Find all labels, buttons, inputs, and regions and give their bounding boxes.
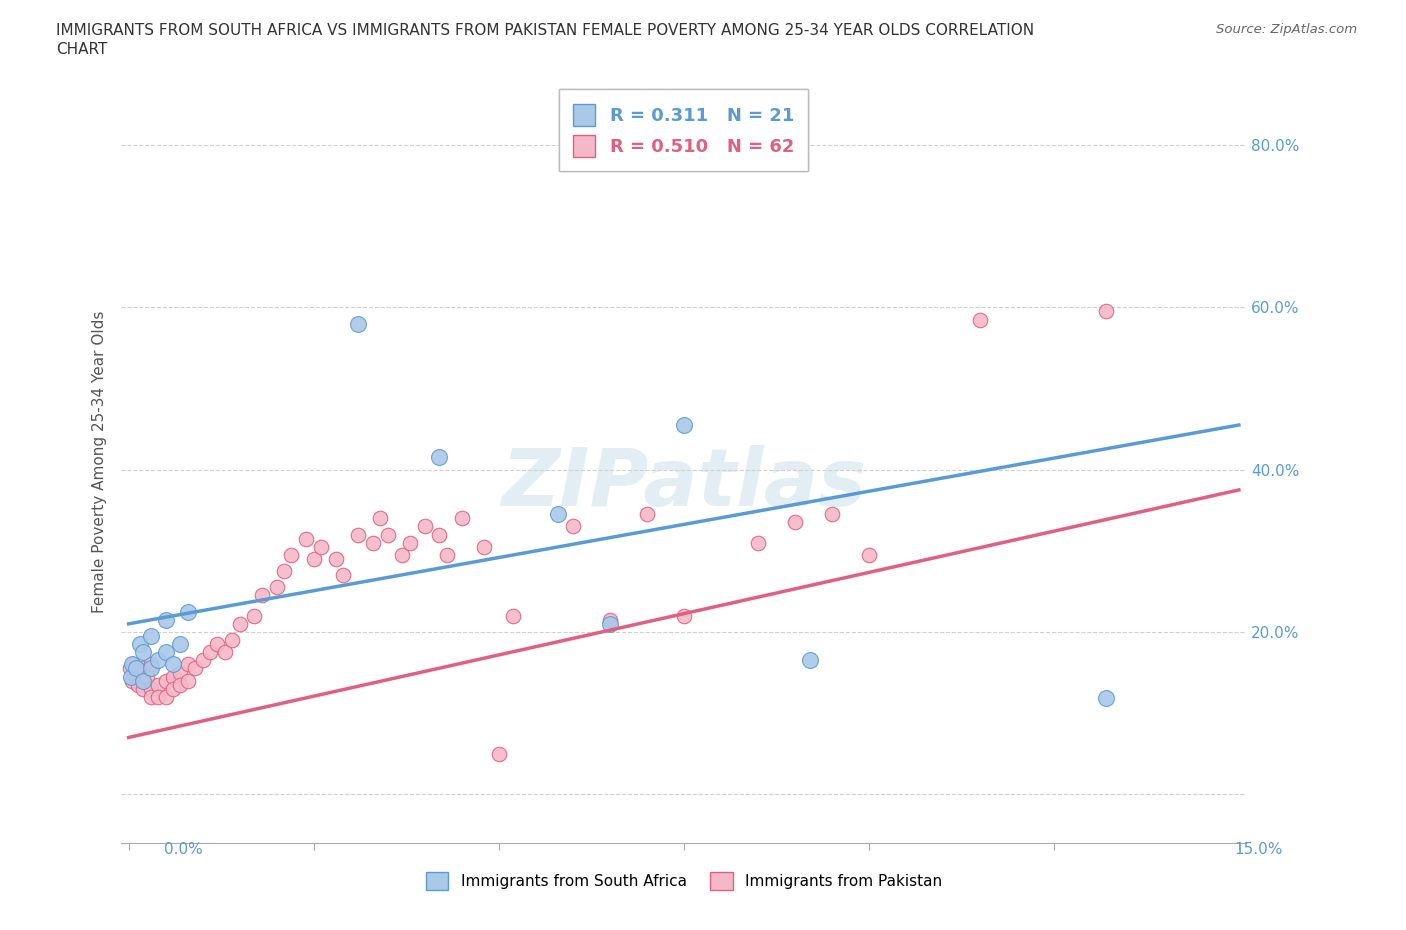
Point xyxy=(191,653,214,668)
Point xyxy=(125,670,148,684)
Point xyxy=(162,657,184,671)
Point xyxy=(502,608,524,623)
Point xyxy=(547,507,569,522)
Point xyxy=(214,644,236,659)
Point xyxy=(599,617,621,631)
Point xyxy=(347,527,370,542)
Point xyxy=(177,657,200,671)
Point xyxy=(184,661,207,676)
Point xyxy=(436,548,458,563)
Point xyxy=(672,418,695,432)
Point xyxy=(309,539,332,554)
Point xyxy=(125,661,148,676)
Point xyxy=(280,548,302,563)
Point xyxy=(391,548,413,563)
Text: 15.0%: 15.0% xyxy=(1234,842,1282,857)
Point xyxy=(121,673,143,688)
Point xyxy=(368,511,391,525)
Point xyxy=(120,670,142,684)
Point xyxy=(155,673,177,688)
Point xyxy=(221,632,243,647)
Point xyxy=(429,450,451,465)
Point xyxy=(858,548,880,563)
Point xyxy=(561,519,583,534)
Point xyxy=(1094,304,1116,319)
Point xyxy=(148,689,170,704)
Point xyxy=(399,536,422,551)
Point xyxy=(361,536,384,551)
Point xyxy=(177,673,200,688)
Point xyxy=(198,644,221,659)
Text: 0.0%: 0.0% xyxy=(163,842,202,857)
Point xyxy=(783,515,806,530)
Point xyxy=(799,653,821,668)
Y-axis label: Female Poverty Among 25-34 Year Olds: Female Poverty Among 25-34 Year Olds xyxy=(93,311,107,613)
Point xyxy=(139,629,162,644)
Point xyxy=(177,604,200,619)
Point xyxy=(413,519,436,534)
Point xyxy=(266,580,288,595)
Point xyxy=(1094,691,1116,706)
Point xyxy=(295,531,318,546)
Point xyxy=(377,527,399,542)
Point xyxy=(139,682,162,697)
Text: Source: ZipAtlas.com: Source: ZipAtlas.com xyxy=(1216,23,1357,36)
Point xyxy=(488,746,510,761)
Point xyxy=(128,637,150,652)
Point xyxy=(747,536,769,551)
Point xyxy=(450,511,472,525)
Point xyxy=(155,644,177,659)
Text: CHART: CHART xyxy=(56,42,108,57)
Point xyxy=(347,316,370,331)
Point xyxy=(120,661,142,676)
Point xyxy=(472,539,495,554)
Point xyxy=(132,682,155,697)
Point xyxy=(139,661,162,676)
Text: IMMIGRANTS FROM SOUTH AFRICA VS IMMIGRANTS FROM PAKISTAN FEMALE POVERTY AMONG 25: IMMIGRANTS FROM SOUTH AFRICA VS IMMIGRAN… xyxy=(56,23,1035,38)
Point xyxy=(122,657,145,671)
Point xyxy=(169,677,191,692)
Point xyxy=(243,608,266,623)
Point xyxy=(132,673,155,688)
Point xyxy=(969,312,991,327)
Point xyxy=(162,682,184,697)
Point xyxy=(599,612,621,627)
Legend: R = 0.311   N = 21, R = 0.510   N = 62: R = 0.311 N = 21, R = 0.510 N = 62 xyxy=(560,89,808,171)
Point xyxy=(228,617,250,631)
Point xyxy=(169,637,191,652)
Point xyxy=(429,527,451,542)
Point xyxy=(155,689,177,704)
Point xyxy=(325,551,347,566)
Point xyxy=(132,644,155,659)
Point xyxy=(128,665,150,680)
Point xyxy=(672,608,695,623)
Point xyxy=(250,588,273,603)
Point xyxy=(207,637,229,652)
Point xyxy=(127,677,149,692)
Point xyxy=(139,657,162,671)
Point xyxy=(148,677,170,692)
Point xyxy=(821,507,844,522)
Text: ZIPatlas: ZIPatlas xyxy=(501,445,866,524)
Point xyxy=(132,661,155,676)
Point xyxy=(302,551,325,566)
Point xyxy=(273,564,295,578)
Point xyxy=(636,507,658,522)
Point xyxy=(162,670,184,684)
Point xyxy=(121,657,143,671)
Point xyxy=(148,653,170,668)
Point xyxy=(136,670,159,684)
Point xyxy=(332,567,354,582)
Point xyxy=(169,665,191,680)
Point xyxy=(155,612,177,627)
Point xyxy=(139,689,162,704)
